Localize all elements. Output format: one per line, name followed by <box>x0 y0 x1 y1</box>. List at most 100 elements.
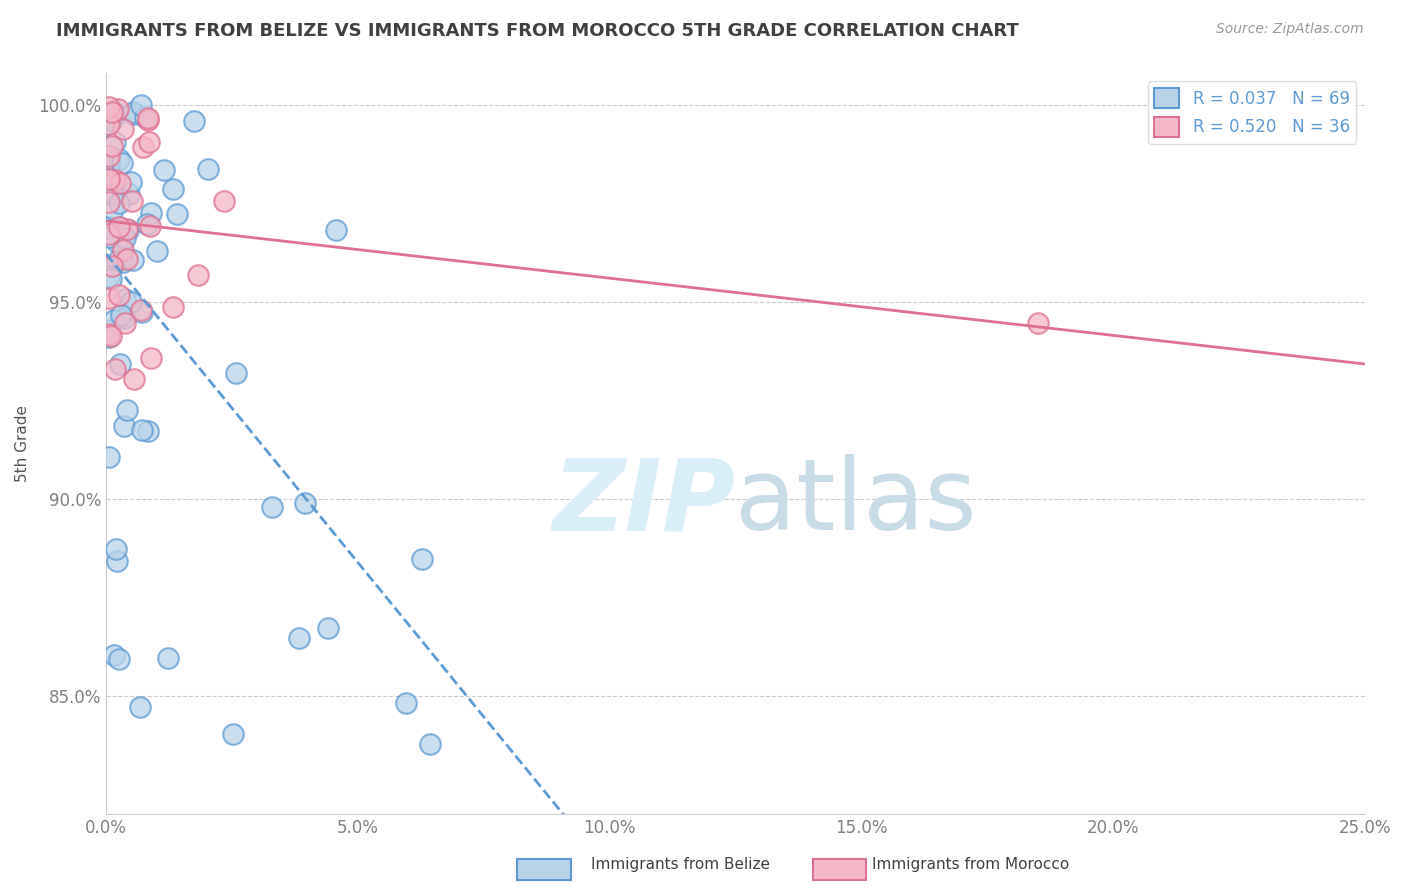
Point <box>411 552 433 566</box>
Point <box>139 206 162 220</box>
Point <box>288 631 311 645</box>
Point <box>129 699 152 714</box>
Point <box>419 737 441 751</box>
Point <box>129 98 152 112</box>
Point <box>107 196 129 211</box>
Point <box>108 219 131 234</box>
Point <box>325 222 347 236</box>
Point <box>131 423 153 437</box>
Point <box>105 554 128 568</box>
Point <box>97 330 120 344</box>
Point <box>122 252 145 267</box>
Point <box>97 219 120 234</box>
Point <box>260 500 283 514</box>
Point <box>131 305 153 319</box>
Point <box>1026 316 1049 330</box>
Point <box>114 231 136 245</box>
Point <box>112 310 135 325</box>
Point <box>97 326 120 341</box>
Point <box>101 139 124 153</box>
Point <box>107 103 129 117</box>
Point <box>134 110 156 124</box>
Point <box>115 402 138 417</box>
Point <box>183 113 205 128</box>
Point <box>222 727 245 741</box>
Point <box>108 652 131 666</box>
Point <box>120 294 142 309</box>
Point <box>105 235 128 249</box>
Point <box>153 163 176 178</box>
Point <box>100 187 122 202</box>
Point <box>138 135 160 149</box>
Point <box>124 371 146 385</box>
Point <box>104 361 127 376</box>
Point <box>97 227 120 241</box>
Point <box>101 259 124 273</box>
Point <box>145 244 167 258</box>
Y-axis label: 5th Grade: 5th Grade <box>15 405 30 482</box>
Point <box>117 223 139 237</box>
Point <box>97 229 120 244</box>
Point <box>110 357 132 371</box>
Point <box>212 194 235 209</box>
Point <box>101 112 124 126</box>
Text: ZIP: ZIP <box>553 454 735 551</box>
Point <box>111 238 134 252</box>
Point <box>100 272 122 286</box>
Point <box>162 300 184 314</box>
Point <box>112 122 135 136</box>
Point <box>97 149 120 163</box>
Point <box>105 106 128 120</box>
Point <box>115 221 138 235</box>
Point <box>108 153 131 167</box>
Point <box>122 104 145 119</box>
Text: Immigrants from Morocco: Immigrants from Morocco <box>872 857 1069 872</box>
Point <box>97 450 120 464</box>
Point <box>111 155 134 169</box>
Text: IMMIGRANTS FROM BELIZE VS IMMIGRANTS FROM MOROCCO 5TH GRADE CORRELATION CHART: IMMIGRANTS FROM BELIZE VS IMMIGRANTS FRO… <box>56 22 1019 40</box>
Point <box>103 106 125 120</box>
Point <box>294 496 316 510</box>
Point <box>108 288 131 302</box>
Point <box>97 172 120 186</box>
Point <box>114 292 136 306</box>
Point <box>166 207 188 221</box>
Point <box>103 312 125 326</box>
Point <box>100 105 122 120</box>
Point <box>107 253 129 268</box>
Point <box>104 173 127 187</box>
Point <box>97 117 120 131</box>
Point <box>111 255 134 269</box>
Point <box>115 252 138 267</box>
Point <box>316 621 339 635</box>
Point <box>97 100 120 114</box>
Point <box>118 187 141 202</box>
Point <box>129 302 152 317</box>
Point <box>103 135 125 149</box>
Point <box>136 424 159 438</box>
Point <box>105 541 128 556</box>
Point <box>97 195 120 210</box>
Point <box>162 182 184 196</box>
Point <box>187 268 209 282</box>
Point <box>139 219 162 233</box>
Point <box>98 268 121 283</box>
Point <box>97 171 120 186</box>
Point <box>108 176 131 190</box>
Point <box>138 111 160 125</box>
Point <box>132 140 155 154</box>
Point <box>103 648 125 663</box>
Point <box>112 419 135 434</box>
Point <box>225 366 247 380</box>
Point <box>121 107 143 121</box>
Point <box>98 292 121 306</box>
Point <box>100 328 122 343</box>
Point <box>120 175 142 189</box>
Text: Immigrants from Belize: Immigrants from Belize <box>591 857 769 872</box>
Point <box>139 351 162 366</box>
Point <box>98 167 121 181</box>
Point <box>136 113 159 128</box>
Point <box>197 162 219 177</box>
Point <box>110 308 132 322</box>
Point <box>98 112 121 127</box>
